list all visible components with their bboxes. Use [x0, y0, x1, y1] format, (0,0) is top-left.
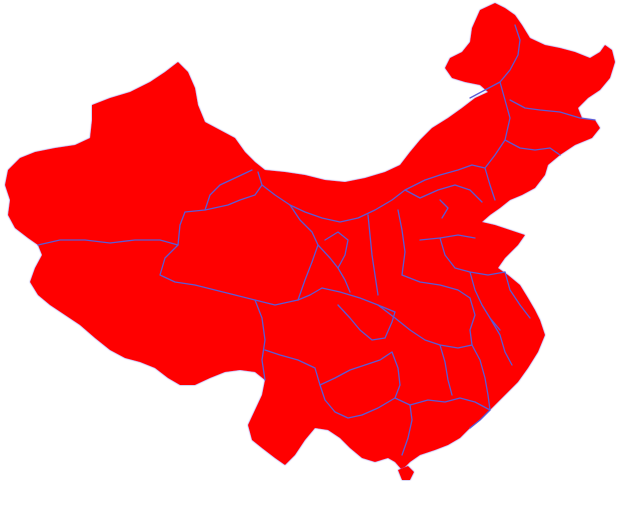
- border-xinjiang-tibet: [37, 239, 179, 246]
- border-guangdong-fujian: [469, 409, 491, 429]
- border-sichuan-yunnan: [264, 349, 321, 386]
- country-landmass: [5, 3, 615, 470]
- border-xinjiang-gansu: [204, 169, 253, 211]
- border-anhui-jiangxi: [469, 297, 476, 346]
- border-guangxi-guangdong: [401, 404, 413, 456]
- border-jilin-liaoning: [504, 139, 561, 156]
- border-beijing: [439, 199, 449, 219]
- border-chongqing-hubei: [384, 311, 396, 339]
- border-qinghai-gansu: [261, 184, 319, 301]
- border-gansu-shaanxi: [317, 244, 351, 293]
- border-xinjiang-qinghai: [177, 171, 263, 246]
- border-shandong-henan: [439, 237, 506, 276]
- border-hebei-innermongolia: [404, 184, 483, 203]
- border-fujian-jiangxi: [471, 344, 491, 411]
- border-qinghai-tibet: [159, 244, 299, 306]
- border-innermongolia-heilongjiang: [469, 24, 521, 99]
- border-liaoning-hebei: [484, 167, 496, 201]
- border-qinghai-sichuan: [297, 287, 323, 301]
- border-yunnan-guizhou: [319, 351, 393, 386]
- border-jiangsu-shanghai: [504, 271, 531, 319]
- province-borders: [37, 24, 596, 456]
- border-guizhou-hunan: [391, 351, 401, 399]
- border-hubei-hunan: [377, 304, 473, 349]
- border-shaanxi-shanxi: [367, 214, 379, 296]
- border-guangxi-guizhou: [361, 397, 411, 416]
- border-sichuan-chongqing: [337, 304, 386, 341]
- border-gansu-innermongolia: [289, 164, 473, 223]
- border-hunan-guangdong: [409, 397, 491, 411]
- country-shape-group: [5, 3, 615, 470]
- border-yunnan-guangxi: [319, 384, 363, 419]
- border-tibet-sichuan: [254, 299, 266, 381]
- border-henan-hubei: [401, 274, 471, 299]
- border-anhui-jiangsu: [469, 271, 501, 331]
- border-zhejiang-jiangxi: [489, 317, 513, 366]
- border-hebei-shandong: [419, 234, 476, 241]
- hainan-island: [398, 466, 414, 480]
- border-ningxia: [324, 231, 349, 269]
- border-heilongjiang-jilin: [509, 99, 596, 121]
- border-shaanxi-sichuan: [321, 287, 396, 313]
- border-hunan-jiangxi: [439, 344, 453, 396]
- border-shanxi-hebei: [397, 209, 406, 276]
